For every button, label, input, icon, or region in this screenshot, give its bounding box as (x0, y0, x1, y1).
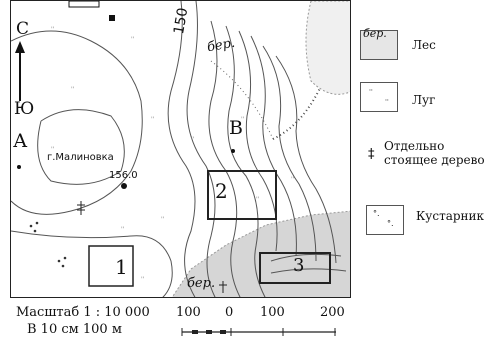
zone-2-frame (207, 170, 277, 220)
shrub-marks (29, 221, 67, 268)
legend-forest-icon: бер. (360, 27, 398, 60)
svg-text:'': '' (71, 86, 75, 93)
south-label: Ю (14, 99, 35, 119)
svg-text:'': '' (291, 176, 295, 183)
north-arrow-head (15, 41, 25, 53)
scale-subtitle: В 10 см 100 м (27, 322, 122, 337)
svg-text:'': '' (51, 146, 55, 153)
zone-3-number: 3 (293, 255, 305, 276)
north-label: С (16, 19, 30, 39)
forest-area (172, 211, 350, 297)
tree-marks (77, 201, 227, 293)
zone-3-frame (259, 252, 331, 284)
legend-meadow-label: Луг (412, 93, 436, 107)
legend-forest-sample-text: бер. (363, 27, 387, 40)
scale-title: Масштаб 1 : 10 000 (16, 305, 150, 320)
svg-text:'': '' (141, 276, 145, 283)
tree-symbol-icon: ‡ (368, 147, 375, 162)
elevation-label: 156.0 (109, 170, 138, 181)
zone-2-number: 2 (215, 179, 228, 203)
contour-lines (11, 1, 347, 297)
zone-1-number: 1 (115, 255, 128, 279)
point-b-mark (231, 149, 235, 153)
svg-text:'': '' (121, 226, 125, 233)
point-a-label: А (13, 130, 28, 152)
scale-tick-0: 0 (225, 305, 234, 320)
legend-tree-label: Отдельно стоящее дерево (384, 139, 485, 167)
river (305, 1, 350, 95)
building (109, 15, 115, 21)
zone-1-frame (88, 245, 134, 287)
meadow-marks: '' '' '' '' '' '' '' '' '' '' '' '' (51, 26, 295, 283)
summit-mark (121, 183, 127, 189)
scale-tick-200: 200 (320, 305, 345, 320)
bank-label-bottom: бер. (187, 276, 216, 291)
svg-text:'': '' (131, 36, 135, 43)
svg-text:'': '' (191, 136, 195, 143)
point-a-mark (17, 165, 21, 169)
svg-text:'': '' (151, 116, 155, 123)
scale-tick-100-right: 100 (260, 305, 285, 320)
svg-text:'': '' (161, 216, 165, 223)
svg-text:'': '' (51, 26, 55, 33)
legend-shrub-icon: °. °. (366, 205, 404, 235)
village-label: г.Малиновка (47, 152, 114, 163)
scale-tick-100-left: 100 (176, 305, 201, 320)
svg-text:'': '' (256, 196, 260, 203)
legend-meadow-icon: '' '' (360, 82, 398, 112)
svg-text:'': '' (241, 116, 245, 123)
topographic-map: '' '' '' '' '' '' '' '' '' '' '' '' С Ю А В г.М… (10, 0, 351, 298)
legend-forest-label: Лес (412, 38, 436, 52)
point-b-label: В (229, 117, 243, 139)
scale-bar (181, 328, 336, 336)
map-canvas: '' '' '' '' '' '' '' '' '' '' '' '' (11, 1, 350, 297)
building (68, 1, 100, 8)
legend-shrub-label: Кустарник (416, 209, 485, 223)
forest-area-edge (171, 210, 350, 297)
